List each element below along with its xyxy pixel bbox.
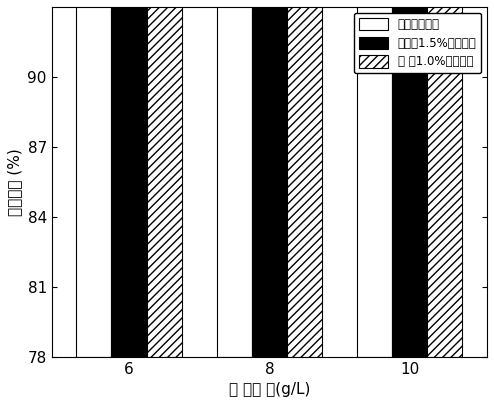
Bar — [357, 0, 392, 357]
Y-axis label: 产物得率 (%): 产物得率 (%) — [7, 148, 22, 216]
Bar — [287, 0, 322, 357]
Bar — [252, 0, 287, 357]
Bar — [392, 0, 427, 357]
Legend: 不加过氧化氢, 一次加1.5%过氧化氢, 流 加1.0%过氧化氢: 不加过氧化氢, 一次加1.5%过氧化氢, 流 加1.0%过氧化氢 — [354, 13, 481, 73]
Bar — [112, 0, 147, 357]
Bar — [147, 0, 182, 357]
Bar — [76, 0, 112, 357]
X-axis label: 底 物浓 度(g/L): 底 物浓 度(g/L) — [229, 382, 310, 397]
Bar — [217, 0, 252, 357]
Bar — [427, 0, 462, 357]
